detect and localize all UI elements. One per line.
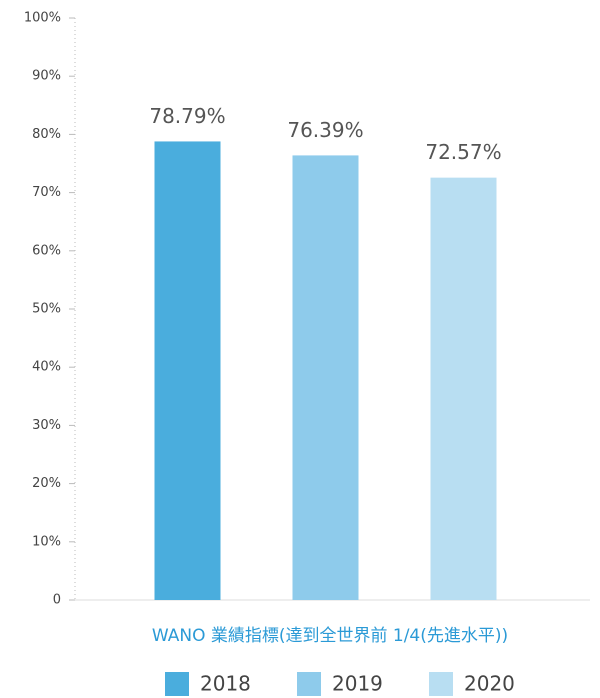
legend-swatch xyxy=(429,672,453,696)
value-label: 76.39% xyxy=(287,118,363,142)
y-tick-label: 70% xyxy=(32,185,61,200)
y-tick-label: 20% xyxy=(32,476,61,491)
y-tick-label: 60% xyxy=(32,243,61,258)
x-axis-label: WANO 業績指標(達到全世界前 1/4(先進水平)) xyxy=(152,626,508,646)
bar xyxy=(430,177,497,601)
legend-swatch xyxy=(165,672,189,696)
y-tick-label: 30% xyxy=(32,418,61,433)
value-label: 72.57% xyxy=(425,140,501,164)
bar xyxy=(154,141,221,600)
y-tick-label: 80% xyxy=(32,127,61,142)
y-tick-label: 0 xyxy=(53,593,61,608)
legend-label: 2019 xyxy=(332,672,383,696)
legend-label: 2018 xyxy=(200,672,251,696)
bar xyxy=(292,155,359,600)
legend-label: 2020 xyxy=(464,672,515,696)
y-tick-label: 10% xyxy=(32,534,61,549)
y-tick-label: 90% xyxy=(32,69,61,84)
legend-swatch xyxy=(297,672,321,696)
y-tick-label: 100% xyxy=(24,11,61,26)
y-tick-label: 40% xyxy=(32,360,61,375)
value-label: 78.79% xyxy=(149,104,225,128)
y-tick-label: 50% xyxy=(32,302,61,317)
